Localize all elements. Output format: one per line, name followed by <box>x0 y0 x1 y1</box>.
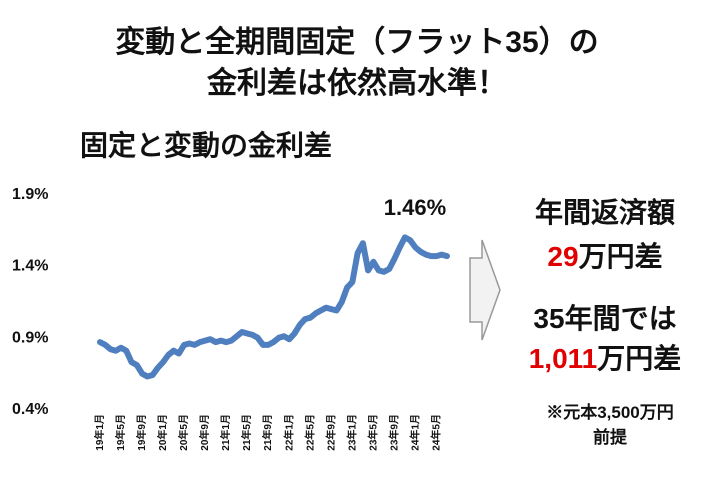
x-tick-label: 20年9月 <box>198 414 211 451</box>
side-text: 35年間では <box>533 302 676 334</box>
y-tick-label: 0.9% <box>12 329 48 346</box>
x-tick-label: 21年5月 <box>240 414 253 451</box>
side-text: 万円差 <box>579 240 663 272</box>
side-highlight: 29 <box>547 241 578 272</box>
title: 変動と全期間固定（フラット35）の <box>115 25 598 59</box>
x-tick-label: 20年5月 <box>177 414 190 451</box>
line <box>97 234 450 380</box>
x-tick-label: 22年5月 <box>303 414 316 451</box>
x-tick-label: 22年9月 <box>324 414 337 451</box>
arrow <box>469 239 501 341</box>
x-tick-label: 21年1月 <box>219 414 232 451</box>
x-tick-label: 23年1月 <box>345 414 358 451</box>
x-tick-label: 19年5月 <box>114 414 127 451</box>
annotation: 1.46% <box>384 195 446 220</box>
chart-title: 固定と変動の金利差 <box>80 129 332 161</box>
y-tick-label: 0.4% <box>12 401 48 418</box>
note: ※元本3,500万円 <box>546 402 674 422</box>
x-tick-label: 22年1月 <box>282 414 295 451</box>
x-tick-label: 24年5月 <box>429 414 442 451</box>
side-text: 29万円差 <box>547 240 662 272</box>
x-tick-label: 24年1月 <box>408 414 421 451</box>
side-text: 万円差 <box>597 342 681 374</box>
side-highlight: 1,011 <box>529 343 598 374</box>
side-text: 1,011万円差 <box>529 342 682 374</box>
x-tick-label: 23年5月 <box>366 414 379 451</box>
x-tick-label: 20年1月 <box>156 414 169 451</box>
x-tick-label: 19年9月 <box>135 414 148 451</box>
side-text: 年間返済額 <box>535 196 675 228</box>
y-tick-label: 1.9% <box>12 186 48 203</box>
y-tick-label: 1.4% <box>12 258 48 275</box>
note: 前提 <box>593 427 628 447</box>
x-tick-label: 19年1月 <box>93 414 106 451</box>
x-tick-label: 21年9月 <box>261 414 274 451</box>
x-tick-label: 23年9月 <box>387 414 400 451</box>
title: 金利差は依然高水準！ <box>206 66 507 100</box>
